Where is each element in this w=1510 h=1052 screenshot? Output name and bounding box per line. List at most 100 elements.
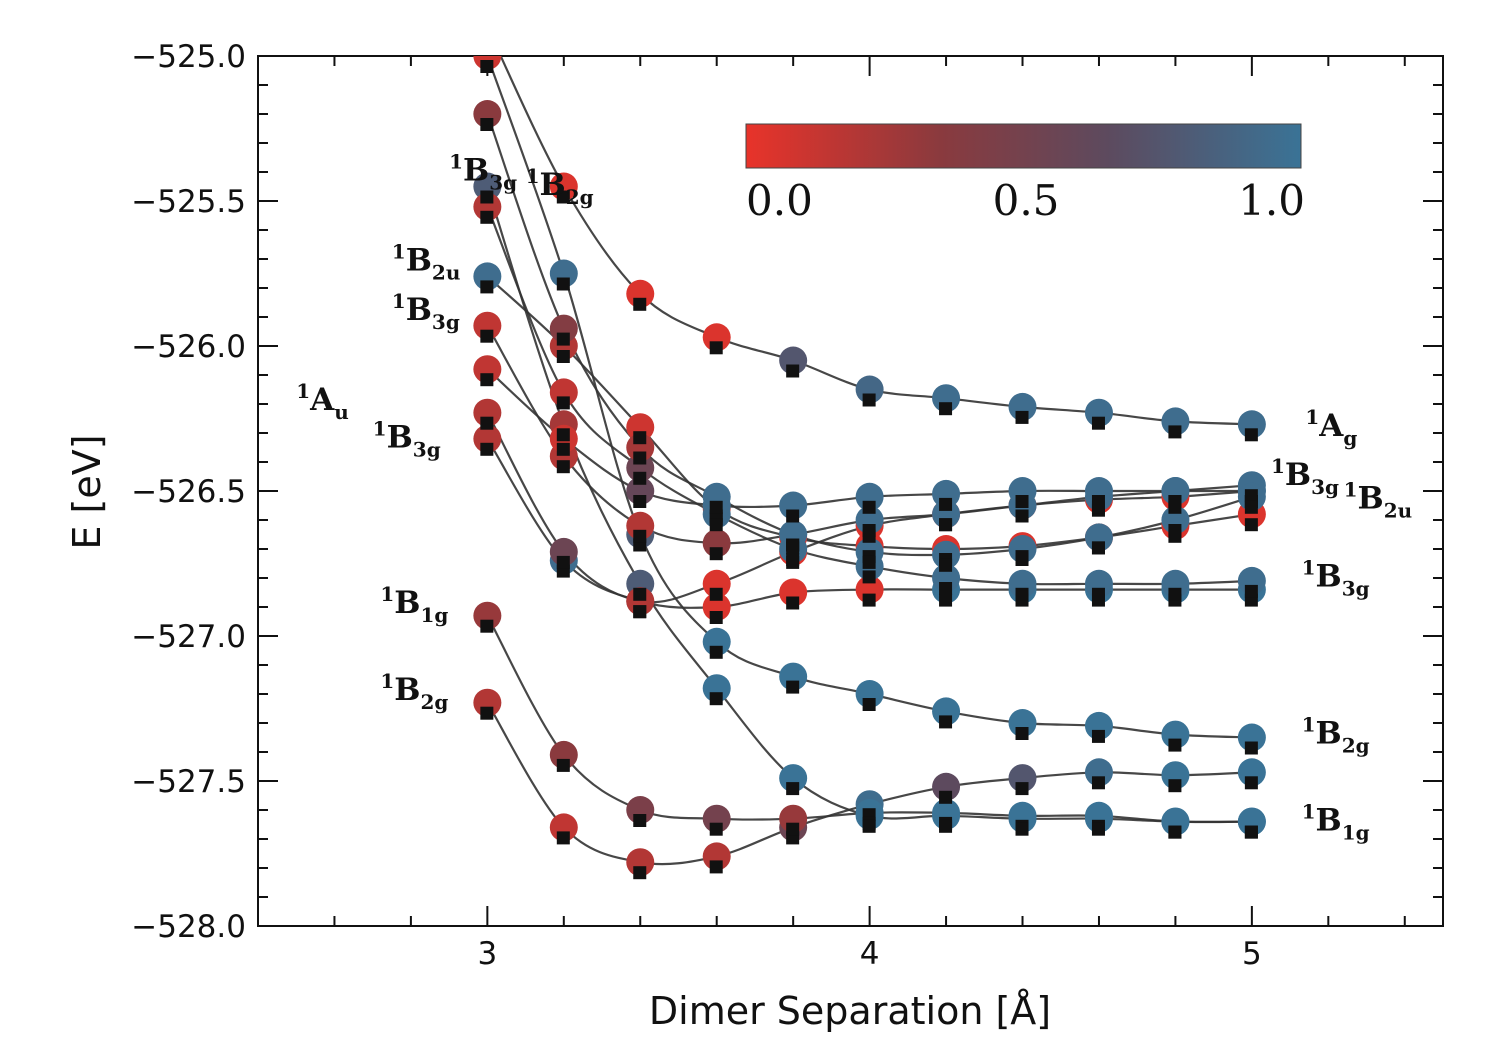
y-tick-label: −527.0	[131, 619, 246, 655]
reference-square	[480, 60, 494, 73]
left-state-label: 1B1g	[380, 582, 448, 627]
y-tick-label: −525.0	[131, 39, 246, 75]
y-tick-label: −527.5	[131, 764, 246, 800]
reference-square	[1091, 729, 1105, 743]
reference-square	[480, 329, 494, 343]
reference-square	[709, 645, 723, 659]
reference-square	[480, 442, 494, 456]
reference-square	[786, 680, 800, 694]
left-state-label: 1B3g	[392, 289, 460, 334]
reference-square	[1168, 425, 1182, 439]
reference-square	[480, 416, 494, 430]
y-axis-ticks: −525.0 −525.5 −526.0 −526.5 −527.0 −527.5 −528…	[131, 39, 1443, 945]
data-point	[473, 13, 501, 41]
reference-square	[1244, 776, 1258, 790]
reference-square	[862, 500, 876, 514]
left-state-label: 1B2g	[526, 164, 594, 209]
y-tick-label: −525.5	[131, 184, 246, 220]
reference-square	[633, 814, 647, 827]
reference-square	[556, 396, 570, 410]
fit-curve	[499, 56, 1252, 426]
reference-square	[1091, 541, 1105, 555]
reference-square	[709, 341, 723, 355]
reference-square	[1168, 738, 1182, 752]
reference-square	[1168, 495, 1182, 508]
right-state-label: 1B1g	[1302, 799, 1370, 844]
reference-square	[633, 431, 647, 445]
right-state-label: 1B2u	[1344, 477, 1413, 522]
reference-square	[939, 790, 953, 804]
right-state-label: 1B3g	[1271, 454, 1339, 499]
reference-square	[862, 393, 876, 407]
reference-square	[1091, 822, 1105, 836]
reference-square	[556, 350, 570, 363]
reference-square	[1168, 825, 1182, 839]
right-state-label: 1B3g	[1302, 556, 1370, 601]
reference-square	[786, 596, 800, 610]
reference-square	[556, 332, 570, 346]
reference-square	[939, 402, 953, 416]
x-axis-ticks: 3 4 5	[333, 56, 1406, 972]
reference-square	[633, 471, 647, 485]
reference-square	[480, 190, 494, 204]
reference-square	[1244, 825, 1258, 839]
left-state-label: 1B3g	[373, 417, 441, 462]
reference-square	[786, 509, 800, 523]
reference-square	[709, 692, 723, 706]
fit-curve	[486, 325, 1252, 545]
colorbar-tick-2: 1.0	[1238, 176, 1305, 225]
reference-square	[556, 758, 570, 772]
right-state-label: 1Ag	[1305, 405, 1357, 450]
fit-curve	[486, 702, 1252, 866]
reference-square	[480, 619, 494, 633]
reference-square	[633, 451, 647, 465]
reference-square	[633, 297, 647, 311]
reference-square	[1015, 410, 1029, 424]
reference-square	[1015, 727, 1029, 740]
reference-square	[1015, 587, 1029, 601]
reference-squares	[480, 31, 1258, 880]
reference-square	[556, 442, 570, 456]
colorbar-tick-1: 0.5	[993, 176, 1060, 225]
y-axis-label: E [eV]	[65, 434, 109, 549]
reference-square	[480, 280, 494, 294]
reference-square	[786, 822, 800, 836]
colorbar-gradient	[745, 123, 1302, 169]
reference-square	[1244, 500, 1258, 514]
reference-square	[1015, 553, 1029, 566]
reference-square	[1244, 741, 1258, 755]
reference-square	[556, 190, 570, 204]
left-state-label: 1B3g	[449, 150, 517, 195]
reference-square	[633, 529, 647, 543]
reference-square	[862, 524, 876, 537]
reference-square	[480, 118, 494, 131]
y-tick-label: −528.0	[131, 909, 246, 945]
reference-square	[1168, 524, 1182, 537]
reference-square	[1091, 495, 1105, 508]
reference-square	[1168, 779, 1182, 793]
left-state-label: 1B2g	[380, 669, 448, 714]
reference-square	[1091, 776, 1105, 790]
colorbar: 0.0 0.5 1.0	[745, 123, 1305, 225]
y-tick-label: −526.0	[131, 329, 246, 365]
reference-square	[862, 698, 876, 711]
reference-square	[480, 210, 494, 224]
reference-square	[556, 277, 570, 291]
reference-square	[556, 555, 570, 569]
y-tick-label: −526.5	[131, 474, 246, 510]
reference-square	[709, 822, 723, 836]
reference-square	[1244, 584, 1258, 598]
reference-square	[939, 497, 953, 511]
reference-square	[786, 553, 800, 566]
x-tick-label: 3	[477, 936, 497, 972]
reference-square	[709, 500, 723, 514]
reference-square	[939, 819, 953, 833]
reference-square	[1091, 416, 1105, 430]
reference-square	[709, 611, 723, 624]
reference-square	[709, 518, 723, 532]
reference-square	[862, 555, 876, 569]
x-tick-label: 5	[1242, 936, 1262, 972]
reference-square	[480, 31, 493, 44]
